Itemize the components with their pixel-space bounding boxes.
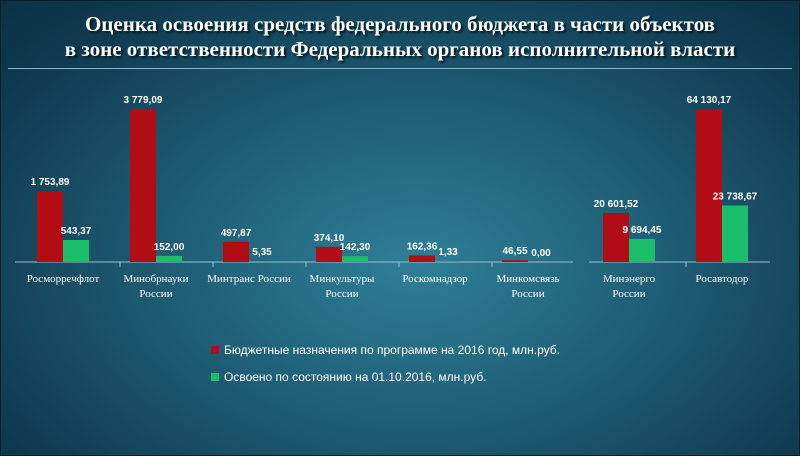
bar-budget — [316, 246, 342, 262]
category-label: России — [612, 288, 645, 300]
category-label: России — [325, 288, 358, 300]
bar-mastered — [156, 255, 182, 262]
category-label: Минэнерго — [603, 273, 656, 285]
legend-label-budget: Бюджетные назначения по программе на 201… — [224, 343, 560, 357]
category-label: России — [139, 288, 172, 300]
bar-budget — [409, 255, 435, 262]
data-label: 0,00 — [531, 248, 551, 259]
bar-mastered — [249, 261, 275, 262]
bar-budget — [502, 260, 528, 262]
chart-title: Оценка освоения средств федерального бюд… — [0, 12, 800, 62]
bar-mastered — [63, 239, 89, 262]
data-label: 162,36 — [407, 241, 438, 252]
category-label: Минкультуры — [310, 273, 376, 285]
data-label: 497,87 — [221, 228, 252, 239]
bar-budget — [696, 109, 722, 262]
bar-budget — [37, 190, 63, 262]
data-label: 20 601,52 — [594, 199, 639, 210]
bar-mastered — [342, 256, 368, 262]
category-label: Минкомсвязь — [497, 273, 560, 285]
data-label: 23 738,67 — [713, 191, 758, 202]
bar-budget — [223, 241, 249, 262]
data-label: 152,00 — [154, 242, 185, 253]
data-label: 3 779,09 — [124, 95, 163, 106]
data-label: 1,33 — [438, 247, 458, 258]
category-label: Роскомнадзор — [402, 273, 468, 285]
data-label: 9 694,45 — [623, 225, 662, 236]
data-label: 142,30 — [340, 242, 371, 253]
data-label: 64 130,17 — [687, 95, 732, 106]
category-label: Росавтодор — [696, 273, 749, 285]
bar-mastered — [629, 238, 655, 262]
legend-label-mastered: Освоено по состоянию на 01.10.2016, млн.… — [224, 370, 487, 384]
data-label: 5,35 — [252, 247, 272, 258]
bar-mastered — [722, 205, 748, 262]
title-line-1: Оценка освоения средств федерального бюд… — [84, 12, 716, 36]
chart-legend: Бюджетные назначения по программе на 201… — [211, 342, 560, 396]
category-label: Минобрнауки — [123, 273, 188, 285]
legend-swatch-budget — [211, 346, 219, 354]
data-label: 374,10 — [314, 233, 345, 244]
data-label: 543,37 — [61, 226, 92, 237]
title-line-2: в зоне ответственности Федеральных орган… — [64, 37, 736, 61]
title-divider — [8, 68, 792, 69]
bar-budget — [130, 108, 156, 262]
data-label: 1 753,89 — [31, 177, 70, 188]
category-label: Минтранс России — [207, 273, 291, 285]
category-label: России — [511, 288, 544, 300]
category-label: Росморречфлот — [27, 273, 100, 285]
legend-item-budget: Бюджетные назначения по программе на 201… — [211, 342, 560, 358]
legend-item-mastered: Освоено по состоянию на 01.10.2016, млн.… — [211, 369, 560, 385]
bar-mastered — [435, 261, 461, 262]
legend-swatch-mastered — [211, 373, 219, 381]
bar-budget — [603, 212, 629, 262]
data-label: 46,55 — [502, 246, 527, 257]
